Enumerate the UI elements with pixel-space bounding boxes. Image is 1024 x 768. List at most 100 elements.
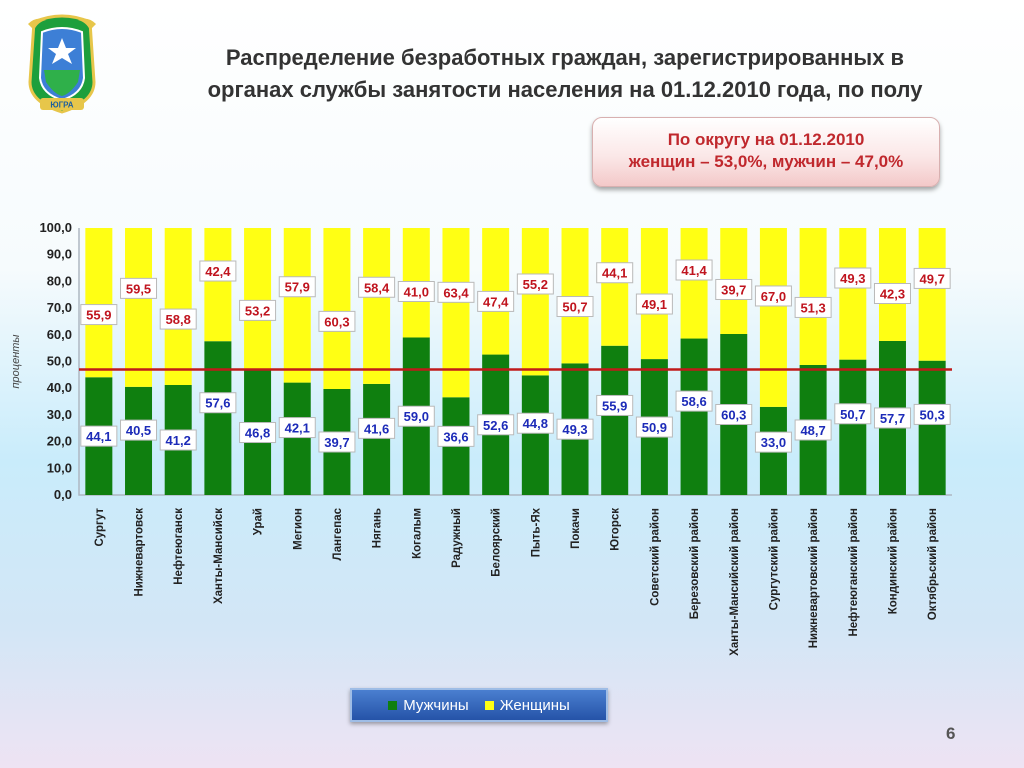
data-label-men: 41,2 (166, 433, 191, 448)
bar-men (125, 386, 153, 495)
x-tick-label: Югорск (610, 508, 622, 551)
data-label-women: 55,2 (523, 277, 548, 292)
y-tick-label: 20,0 (47, 434, 72, 449)
bar-men (204, 341, 232, 495)
data-label-women-box (159, 308, 197, 330)
x-tick-label: Белоярский (491, 508, 503, 577)
x-tick-label: Сургутский район (768, 508, 780, 610)
y-tick-label: 10,0 (47, 460, 72, 475)
data-label-men: 46,8 (245, 426, 270, 441)
data-label-men: 50,3 (920, 407, 945, 422)
bar-men (680, 338, 708, 495)
x-tick-label: Нижневартовский район (808, 508, 820, 648)
x-tick-label: Нефтеюганск (173, 508, 185, 585)
data-label-women-box (913, 267, 951, 289)
data-label-men-box (437, 425, 475, 447)
data-label-women-box (239, 299, 277, 321)
bar-women (799, 228, 827, 365)
data-label-men: 58,6 (681, 394, 706, 409)
y-tick-label: 80,0 (47, 273, 72, 288)
data-label-men-box (516, 412, 554, 434)
bar-women (204, 228, 232, 342)
legend-label-men: Мужчины (403, 696, 469, 714)
bar-men (283, 382, 311, 495)
data-label-men: 48,7 (800, 423, 825, 438)
data-label-men-box (794, 419, 832, 441)
data-label-women-box (318, 310, 356, 332)
data-label-women: 47,4 (483, 294, 509, 309)
bar-women (283, 228, 311, 383)
data-label-women: 49,3 (840, 271, 865, 286)
bar-women (839, 228, 867, 360)
y-axis-title: проценты (10, 334, 22, 388)
data-label-women: 55,9 (86, 308, 111, 323)
bar-women (85, 228, 113, 378)
data-label-women: 41,4 (681, 263, 707, 278)
data-label-men-box (199, 392, 237, 414)
data-label-men-box (397, 405, 435, 427)
y-tick-label: 50,0 (47, 354, 72, 369)
data-label-women: 59,5 (126, 281, 151, 296)
data-label-men-box (80, 425, 118, 447)
data-label-men: 36,6 (443, 429, 468, 444)
x-tick-label: Урай (253, 508, 265, 535)
bar-men (918, 360, 946, 495)
data-label-women: 49,7 (920, 271, 945, 286)
data-label-women-box (397, 280, 435, 302)
x-tick-label: Нягань (372, 508, 384, 548)
y-tick-label: 0,0 (54, 487, 72, 502)
y-tick-label: 70,0 (47, 300, 72, 315)
bar-women (759, 228, 787, 407)
x-tick-label: Радужный (451, 508, 463, 568)
data-label-men: 59,0 (404, 409, 429, 424)
bar-women (363, 228, 391, 384)
y-tick-label: 60,0 (47, 327, 72, 342)
data-label-men-box (715, 403, 753, 425)
data-label-men: 52,6 (483, 418, 508, 433)
data-label-men: 44,1 (86, 429, 111, 444)
y-tick-label: 100,0 (39, 220, 72, 235)
x-tick-label: Нижневартовск (134, 508, 146, 597)
title-line-1: Распределение безработных граждан, зарег… (225, 45, 905, 70)
coat-of-arms-emblem: ЮГРА (28, 14, 96, 114)
emblem-text: ЮГРА (50, 101, 73, 110)
data-label-women: 49,1 (642, 297, 667, 312)
bar-women (244, 228, 272, 371)
data-label-women-box (477, 290, 515, 312)
data-label-men: 57,7 (880, 411, 905, 426)
data-label-men-box (278, 417, 316, 439)
data-label-women: 51,3 (800, 300, 825, 315)
bar-women (918, 228, 946, 361)
data-label-men-box (873, 407, 911, 429)
data-label-men: 50,7 (840, 407, 865, 422)
x-tick-label: Мегион (292, 508, 304, 550)
data-label-women: 58,8 (166, 312, 191, 327)
data-label-women: 57,9 (285, 280, 310, 295)
x-tick-label: Покачи (570, 508, 582, 549)
x-tick-label: Пыть-Ях (530, 507, 542, 557)
bar-men (363, 383, 391, 495)
x-tick-label: Советский район (649, 508, 661, 606)
legend-swatch-women (484, 700, 494, 710)
data-label-women-box (120, 277, 158, 299)
data-label-men-box (556, 418, 594, 440)
callout-line-2: женщин – 53,0%, мужчин – 47,0% (628, 152, 904, 171)
x-tick-label: Березовский район (689, 508, 701, 619)
data-label-men-box (318, 431, 356, 453)
x-tick-label: Сургут (94, 508, 106, 547)
data-label-men: 44,8 (523, 416, 548, 431)
summary-callout: По округу на 01.12.2010 женщин – 53,0%, … (592, 117, 940, 187)
data-label-women-box (596, 262, 634, 284)
bar-women (323, 228, 351, 390)
data-label-men: 33,0 (761, 435, 786, 450)
page-number: 6 (946, 724, 956, 743)
data-label-men: 42,1 (285, 421, 310, 436)
data-label-women-box (635, 293, 673, 315)
data-label-women: 58,4 (364, 280, 390, 295)
bar-men (521, 375, 549, 495)
data-label-women: 60,3 (324, 314, 349, 329)
bar-men (601, 345, 629, 495)
data-label-women-box (437, 281, 475, 303)
data-label-women: 63,4 (443, 285, 469, 300)
data-label-women: 50,7 (562, 300, 587, 315)
